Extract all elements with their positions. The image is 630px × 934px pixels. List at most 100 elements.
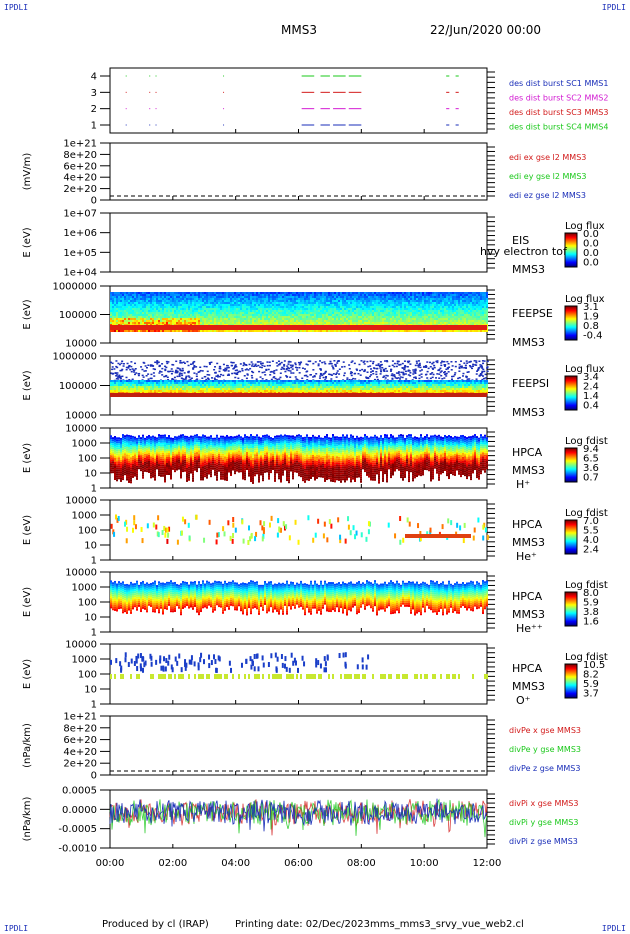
- feepse-pixel: [114, 322, 116, 324]
- feepse-pixel: [190, 308, 192, 310]
- feepse-pixel: [392, 330, 394, 332]
- feepse-pixel: [390, 304, 392, 306]
- cbar-title-hpca_he: Log fdist: [565, 508, 608, 519]
- feepse-pixel: [174, 320, 176, 322]
- feepse-pixel: [340, 316, 342, 318]
- feepse-pixel: [350, 322, 352, 324]
- ytick-divpi: 0.0005: [62, 786, 97, 797]
- ytick-edi: 6e+20: [63, 161, 97, 172]
- feepse-pixel: [338, 316, 340, 318]
- feepse-pixel: [310, 302, 312, 304]
- feepse-pixel: [260, 310, 262, 312]
- feepsi-dot: [319, 368, 322, 370]
- feepse-pixel: [396, 300, 398, 302]
- feepse-pixel: [384, 302, 386, 304]
- feepse-pixel: [460, 294, 462, 296]
- feepse-pixel: [338, 310, 340, 312]
- feepse-pixel: [456, 322, 458, 324]
- feepse-pixel: [124, 298, 126, 300]
- feepse-pixel: [238, 316, 240, 318]
- feepse-pixel: [278, 292, 280, 294]
- feepse-pixel: [396, 296, 398, 298]
- feepse-pixel: [470, 314, 472, 316]
- feepse-pixel: [208, 314, 210, 316]
- feepse-pixel: [384, 320, 386, 322]
- feepse-pixel: [380, 330, 382, 332]
- feepse-pixel: [386, 320, 388, 322]
- feepse-pixel: [378, 330, 380, 332]
- feepse-pixel: [300, 320, 302, 322]
- feepse-pixel: [384, 322, 386, 324]
- feepse-pixel: [122, 300, 124, 302]
- feepse-pixel: [198, 316, 200, 318]
- feepse-pixel: [330, 298, 332, 300]
- feepse-pixel: [346, 318, 348, 320]
- feepse-pixel: [398, 322, 400, 324]
- ytick-edi: 0: [91, 196, 97, 207]
- feepse-pixel: [178, 312, 180, 314]
- feepse-pixel: [246, 330, 248, 332]
- feepse-pixel: [220, 322, 222, 324]
- feepsi-dot: [121, 368, 124, 371]
- feepse-pixel: [260, 312, 262, 314]
- feepse-pixel: [296, 316, 298, 318]
- feepse-pixel: [332, 330, 334, 332]
- feepse-pixel: [382, 316, 384, 318]
- feepsi-dot: [350, 371, 353, 373]
- feepse-pixel: [350, 302, 352, 304]
- feepse-pixel: [324, 292, 326, 294]
- feepse-pixel: [350, 306, 352, 308]
- feepse-pixel: [390, 292, 392, 294]
- feepse-pixel: [314, 296, 316, 298]
- feepsi-dot: [216, 376, 219, 378]
- cbar-swatch: [565, 246, 577, 248]
- feepse-pixel: [212, 322, 214, 324]
- feepse-pixel: [382, 312, 384, 314]
- feepsi-dot: [415, 362, 418, 364]
- feepse-pixel: [120, 318, 122, 320]
- feepsi-dot: [403, 360, 406, 362]
- feepse-pixel: [372, 312, 374, 314]
- cbar-swatch: [565, 260, 577, 262]
- feepse-pixel: [132, 316, 134, 318]
- feepsi-dot: [294, 363, 297, 366]
- feepse-pixel: [486, 308, 488, 310]
- feepse-pixel: [304, 306, 306, 308]
- feepse-pixel: [326, 310, 328, 312]
- feepse-pixel: [274, 316, 276, 318]
- feepse-pixel: [120, 308, 122, 310]
- feepse-pixel: [152, 310, 154, 312]
- feepse-pixel: [136, 318, 138, 320]
- feepse-pixel: [132, 294, 134, 296]
- feepse-pixel: [430, 296, 432, 298]
- feepse-pixel: [216, 308, 218, 310]
- cbar-swatch: [565, 403, 577, 405]
- feepsi-dot: [284, 370, 287, 373]
- feepse-pixel: [252, 310, 254, 312]
- feepse-pixel: [474, 318, 476, 320]
- feepse-pixel: [400, 320, 402, 322]
- feepse-pixel: [326, 316, 328, 318]
- feepse-pixel: [382, 298, 384, 300]
- feepse-pixel: [126, 298, 128, 300]
- feepse-pixel: [288, 298, 290, 300]
- feepse-pixel: [154, 320, 156, 322]
- feepse-pixel: [374, 318, 376, 320]
- cbar-swatch: [565, 538, 577, 540]
- feepse-pixel: [274, 320, 276, 322]
- feepse-pixel: [248, 292, 250, 294]
- feepse-pixel: [470, 300, 472, 302]
- feepse-pixel: [476, 320, 478, 322]
- feepse-pixel: [196, 312, 198, 314]
- cbar-swatch: [565, 259, 577, 261]
- feepse-pixel: [230, 312, 232, 314]
- feepse-pixel: [242, 300, 244, 302]
- feepse-pixel: [182, 330, 184, 332]
- feepse-pixel: [364, 292, 366, 294]
- feepse-pixel: [140, 302, 142, 304]
- feepse-pixel: [128, 304, 130, 306]
- feepse-pixel: [482, 306, 484, 308]
- feepse-pixel: [122, 296, 124, 298]
- feepse-pixel: [242, 296, 244, 298]
- feepse-pixel: [368, 304, 370, 306]
